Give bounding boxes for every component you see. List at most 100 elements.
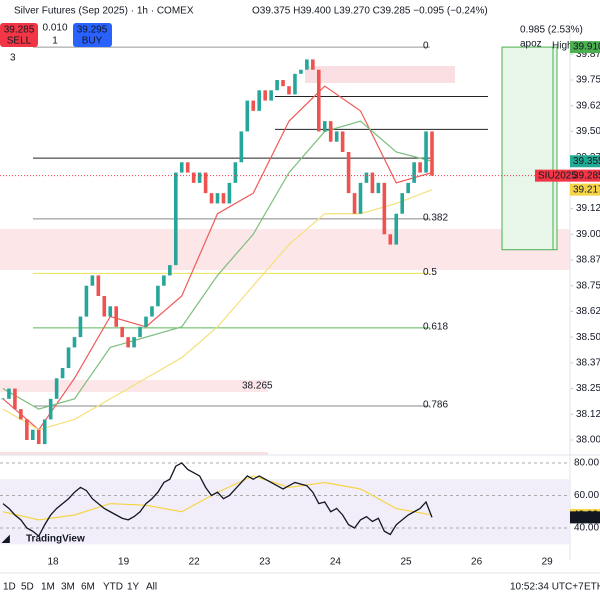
ohlc: O39.375 H39.400 L39.270 C39.285 −0.095 (… [252, 6, 488, 17]
candle [305, 59, 309, 70]
session[interactable]: ETH [584, 582, 600, 593]
candle [30, 429, 35, 440]
candle [287, 86, 291, 95]
candle [328, 121, 333, 142]
sell-label[interactable]: SELL [7, 36, 32, 47]
candle [352, 193, 357, 214]
moving-average [2, 189, 433, 431]
price-tag [570, 155, 600, 168]
y-tick-label: 38.500 [576, 332, 600, 343]
y-tick-label: 39.875 [576, 49, 600, 60]
y-tick-label: 38.750 [576, 280, 600, 291]
y-tick-label: 38.875 [576, 255, 600, 266]
candle [84, 285, 89, 317]
indicators[interactable]: 3 [10, 53, 16, 64]
candle [322, 121, 327, 132]
fib-label: 0.382 [423, 212, 448, 223]
fib-label: 0.5 [423, 267, 437, 278]
candle [78, 316, 83, 338]
candle [185, 162, 190, 173]
candle [227, 182, 232, 204]
candle [48, 398, 53, 420]
zone-label: 38.265 [242, 381, 273, 392]
qty: 1 [52, 36, 58, 47]
logo: TradingView [26, 534, 85, 545]
candle [334, 131, 339, 142]
candle [13, 388, 17, 410]
range-box [501, 46, 558, 251]
candle [376, 182, 381, 194]
range-button[interactable]: 6M [81, 582, 95, 593]
candle [263, 90, 267, 101]
rsi-tick-label: 60.00 [574, 490, 599, 501]
spread: 0.010 [42, 23, 67, 34]
buy-label[interactable]: BUY [82, 36, 103, 47]
range-button[interactable]: YTD [103, 582, 123, 593]
sell-price[interactable]: 39.285 [4, 25, 35, 36]
logo-mark: ◢ [1, 534, 10, 545]
range-button[interactable]: 1D [3, 582, 16, 593]
moving-average [2, 120, 433, 410]
rsi-tick-label: 40.00 [574, 523, 599, 534]
sell-btn[interactable] [0, 23, 38, 47]
candle [316, 69, 321, 132]
candle [257, 90, 262, 111]
price-tag [570, 169, 600, 182]
high-tag [570, 41, 600, 54]
candle [54, 378, 59, 399]
x-tick-label: 23 [259, 557, 271, 568]
candle [36, 429, 41, 445]
candle [269, 90, 273, 101]
range-button[interactable]: 3M [61, 582, 75, 593]
x-tick-label: 22 [189, 557, 201, 568]
y-tick-label: 39.500 [576, 126, 600, 137]
rsi-tick-label: 80.00 [574, 458, 599, 469]
candle [197, 172, 202, 183]
x-tick-label: 25 [400, 557, 412, 568]
y-tick-label: 38.625 [576, 306, 600, 317]
header-bg [0, 0, 600, 22]
buy-price[interactable]: 39.295 [77, 25, 108, 36]
candle [221, 193, 226, 204]
candle [275, 80, 279, 91]
price-tag-label: 39.285 [573, 170, 600, 181]
range-button[interactable]: 5D [21, 582, 34, 593]
candle [19, 409, 23, 420]
candle [25, 419, 29, 440]
rsi-tag [570, 511, 600, 524]
candle [60, 367, 65, 379]
candle [406, 182, 410, 194]
zone [305, 66, 455, 83]
candle [209, 193, 214, 204]
rsi-tag-label: 46.54 [573, 512, 598, 523]
y-tick-label: 39.000 [576, 229, 600, 240]
range-button[interactable]: 1M [41, 582, 55, 593]
candle [179, 162, 184, 173]
moving-average [2, 85, 433, 431]
buy-btn[interactable] [73, 23, 112, 47]
range-button[interactable]: 1Y [127, 582, 140, 593]
y-tick-label: 38.000 [576, 435, 600, 446]
candle [90, 275, 95, 286]
zone [0, 452, 268, 455]
candle [173, 172, 178, 266]
candle [66, 347, 71, 368]
rsi-band [0, 479, 570, 545]
price-tag [570, 183, 600, 196]
candle [126, 337, 130, 348]
candle [239, 131, 244, 163]
candle [215, 193, 220, 204]
candle [245, 100, 250, 132]
candle [132, 337, 136, 348]
candle [358, 182, 363, 214]
candle [430, 131, 434, 176]
range-button[interactable]: All [146, 582, 157, 593]
candle [156, 285, 160, 307]
x-tick-label: 18 [47, 557, 59, 568]
candle [340, 131, 345, 153]
candle [346, 152, 351, 194]
y-tick-label: 39.750 [576, 75, 600, 86]
candle [42, 419, 47, 445]
x-tick-label: 29 [542, 557, 554, 568]
